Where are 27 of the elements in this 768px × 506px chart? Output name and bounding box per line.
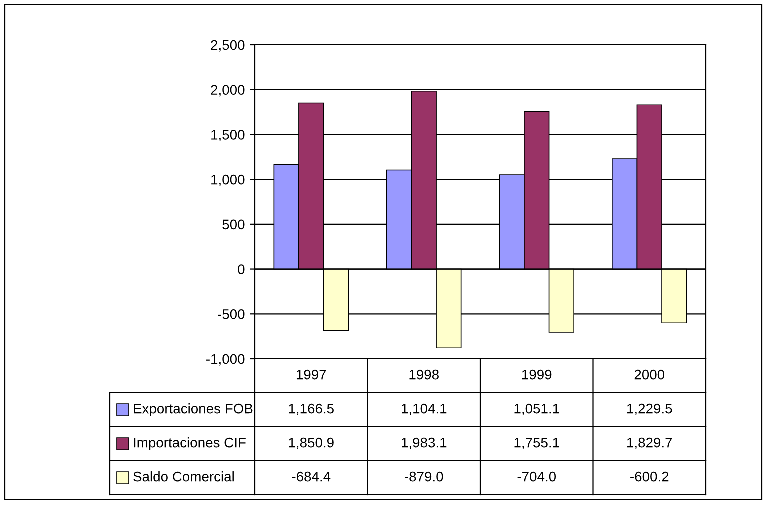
data-label: -704.0 bbox=[518, 472, 556, 482]
x-tick-label: 2000 bbox=[634, 370, 665, 380]
data-label: 1,755.1 bbox=[514, 438, 560, 450]
y-tick-label: 2,000 bbox=[211, 85, 245, 97]
data-label: 1,850.9 bbox=[289, 438, 334, 450]
legend-label: Importaciones CIF bbox=[134, 438, 246, 450]
x-tick-label: 1998 bbox=[410, 370, 439, 380]
data-label: -684.4 bbox=[292, 472, 331, 482]
data-label: -600.2 bbox=[630, 472, 669, 482]
y-tick-label: 1,500 bbox=[212, 130, 245, 142]
legend-label: Exportaciones FOB bbox=[134, 404, 253, 416]
x-tick-label: 1997 bbox=[296, 370, 326, 380]
x-tick-label: 1999 bbox=[522, 370, 552, 380]
data-label: -879.0 bbox=[405, 472, 444, 482]
y-tick-label: 1,000 bbox=[212, 174, 245, 186]
data-label: 1,983.1 bbox=[402, 438, 447, 450]
legend-label: Saldo Comercial bbox=[134, 472, 234, 482]
y-tick-label: -1,000 bbox=[206, 354, 245, 366]
y-tick-label: 500 bbox=[222, 220, 245, 230]
data-label: 1,051.1 bbox=[514, 404, 560, 416]
data-label: 1,104.1 bbox=[402, 404, 447, 416]
y-tick-label: 0 bbox=[238, 264, 245, 274]
data-label: 1,229.5 bbox=[628, 404, 672, 416]
data-label: 1,829.7 bbox=[628, 438, 672, 450]
y-tick-label: 2,500 bbox=[211, 40, 245, 52]
y-tick-label: -500 bbox=[218, 309, 245, 320]
data-label: 1,166.5 bbox=[289, 404, 334, 416]
